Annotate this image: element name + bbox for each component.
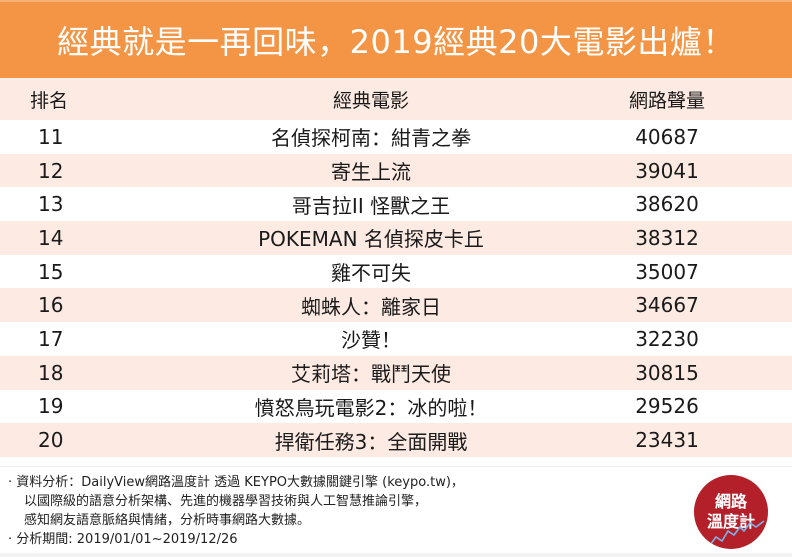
note-line: · 分析期間: 2019/01/01~2019/12/26 — [8, 532, 238, 547]
table-row: 13 哥吉拉II 怪獸之王 38620 — [0, 187, 792, 222]
volume-cell: 39041 — [635, 158, 699, 183]
volume-cell: 34667 — [635, 293, 699, 318]
title-cell: POKEMAN 名偵探皮卡丘 — [258, 227, 484, 252]
title-cell: 寄生上流 — [331, 160, 411, 185]
note-line: 以國際級的語意分析架構、先進的機器學習技術與人工智慧推論引擎， — [24, 494, 428, 509]
source-notes: · 資料分析：DailyView網路溫度計 透過 KEYPO大數據關鍵引擎 (k… — [8, 473, 464, 549]
rank-cell: 12 — [38, 158, 64, 183]
table-row: 12 寄生上流 39041 — [0, 153, 792, 188]
title-cell: 哥吉拉II 怪獸之王 — [291, 193, 451, 218]
header-volume: 網路聲量 — [628, 89, 705, 112]
table-header: 排名 經典電影 網路聲量 — [0, 78, 792, 120]
table-row: 16 蜘蛛人：離家日 34667 — [0, 288, 792, 323]
rank-cell: 11 — [38, 124, 64, 149]
volume-cell: 32230 — [635, 326, 699, 351]
rank-cell: 16 — [38, 293, 64, 318]
ranking-table: 排名 經典電影 網路聲量 11 名偵探柯南：紺青之拳 40687 12 寄生上流… — [0, 78, 792, 457]
table-row: 20 捍衛任務3：全面開戰 23431 — [0, 423, 792, 457]
table-row: 14 POKEMAN 名偵探皮卡丘 38312 — [0, 221, 792, 255]
header-title: 經典電影 — [332, 89, 409, 112]
rank-cell: 14 — [38, 225, 64, 250]
note-line: · 資料分析：DailyView網路溫度計 透過 KEYPO大數據關鍵引擎 (k… — [8, 475, 464, 490]
rank-cell: 18 — [38, 360, 64, 385]
rank-cell: 15 — [38, 259, 64, 284]
rank-cell: 17 — [38, 326, 64, 351]
footer: · 資料分析：DailyView網路溫度計 透過 KEYPO大數據關鍵引擎 (k… — [0, 466, 792, 557]
dailyview-logo: 網路 溫度計 — [694, 475, 768, 549]
table-row: 11 名偵探柯南：紺青之拳 40687 — [0, 120, 792, 154]
page-title: 經典就是一再回味，2019經典20大電影出爐！ — [57, 23, 735, 61]
title-cell: 憤怒鳥玩電影2：冰的啦！ — [254, 395, 488, 420]
volume-cell: 38620 — [635, 192, 699, 217]
table-row: 17 沙贊！ 32230 — [0, 322, 792, 356]
volume-cell: 23431 — [635, 428, 699, 453]
volume-cell: 38312 — [635, 225, 699, 250]
volume-cell: 29526 — [635, 394, 699, 419]
rank-cell: 13 — [38, 192, 64, 217]
title-banner: 經典就是一再回味，2019經典20大電影出爐！ — [0, 0, 792, 78]
rank-cell: 19 — [38, 394, 64, 419]
logo-text-line2: 溫度計 — [706, 512, 755, 531]
volume-cell: 35007 — [635, 259, 699, 284]
table-row: 15 雞不可失 35007 — [0, 254, 792, 289]
title-cell: 捍衛任務3：全面開戰 — [274, 429, 468, 454]
note-line: 感知網友語意脈絡與情緒，分析時事網路大數據。 — [24, 513, 311, 528]
title-cell: 名偵探柯南：紺青之拳 — [271, 126, 471, 151]
table-row: 19 憤怒鳥玩電影2：冰的啦！ 29526 — [0, 389, 792, 424]
rank-cell: 20 — [38, 428, 64, 453]
volume-cell: 30815 — [635, 360, 699, 385]
title-cell: 雞不可失 — [331, 261, 411, 286]
title-cell: 沙贊！ — [341, 328, 401, 353]
logo-text-line1: 網路 — [714, 492, 747, 511]
title-cell: 蜘蛛人：離家日 — [301, 294, 441, 319]
header-rank: 排名 — [30, 89, 69, 112]
divider — [0, 553, 792, 557]
trend-line-icon — [695, 520, 765, 548]
table-row: 18 艾莉塔：戰鬥天使 30815 — [0, 355, 792, 390]
title-cell: 艾莉塔：戰鬥天使 — [291, 362, 451, 387]
volume-cell: 40687 — [635, 124, 699, 149]
